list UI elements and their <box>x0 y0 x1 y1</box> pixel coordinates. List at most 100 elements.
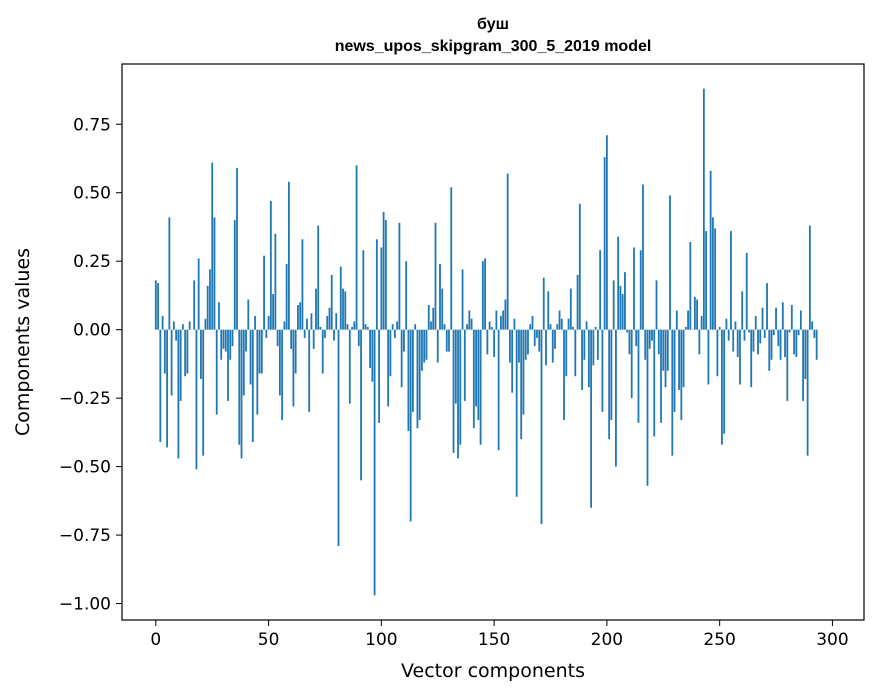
bar-221 <box>653 329 656 437</box>
bar-116 <box>416 329 419 429</box>
bar-201 <box>608 329 611 440</box>
bar-271 <box>766 283 768 330</box>
bar-106 <box>393 329 396 338</box>
bar-243 <box>702 88 705 330</box>
bar-158 <box>511 329 514 393</box>
y-axis-label: Components values <box>12 248 34 436</box>
bar-85 <box>346 324 349 330</box>
title-group: буш news_upos_skipgram_300_5_2019 model <box>335 16 652 55</box>
bar-150 <box>493 329 496 358</box>
bar-57 <box>283 321 286 330</box>
bar-276 <box>777 329 780 347</box>
bar-37 <box>238 329 241 445</box>
bar-292 <box>813 329 816 338</box>
bar-80 <box>335 313 338 330</box>
bar-134 <box>457 329 459 459</box>
y-tick-label: 0.75 <box>73 115 111 135</box>
bar-77 <box>328 307 331 330</box>
bar-232 <box>678 329 680 390</box>
bar-155 <box>504 299 507 330</box>
bar-119 <box>423 329 426 363</box>
bar-97 <box>373 329 376 596</box>
x-tick-label: 50 <box>258 630 280 650</box>
bar-22 <box>204 318 207 330</box>
bar-65 <box>301 239 304 330</box>
bar-125 <box>436 329 439 363</box>
bar-242 <box>700 315 703 330</box>
bar-287 <box>802 329 804 401</box>
bar-67 <box>306 318 308 330</box>
bar-247 <box>711 217 714 330</box>
bar-56 <box>281 329 284 421</box>
bar-286 <box>799 310 802 330</box>
bar-62 <box>294 329 297 374</box>
bar-92 <box>362 250 365 330</box>
bar-47 <box>260 329 263 374</box>
bar-142 <box>475 329 477 407</box>
bar-172 <box>542 277 545 330</box>
bar-163 <box>522 329 525 415</box>
bar-168 <box>533 329 536 347</box>
bar-257 <box>734 321 737 330</box>
bar-53 <box>274 233 277 330</box>
bar-112 <box>407 329 410 432</box>
bar-285 <box>797 329 800 336</box>
bar-171 <box>540 329 543 525</box>
bar-226 <box>664 329 667 388</box>
bar-235 <box>684 326 687 330</box>
bar-69 <box>310 313 313 330</box>
bar-27 <box>215 329 218 415</box>
bar-240 <box>696 299 698 330</box>
bar-217 <box>644 329 647 360</box>
bar-166 <box>529 324 532 330</box>
bar-151 <box>495 310 498 330</box>
bar-170 <box>538 329 541 352</box>
x-tick-label: 0 <box>150 630 161 650</box>
bar-83 <box>342 288 344 330</box>
bar-176 <box>551 329 554 363</box>
y-tick-label: 0.00 <box>73 321 111 341</box>
bar-195 <box>594 326 597 330</box>
y-axis: −1.00 −0.75 −0.50 −0.25 0.00 0.25 0.50 0.75 <box>59 115 122 615</box>
bar-275 <box>775 307 777 330</box>
bar-109 <box>400 329 403 388</box>
bar-288 <box>804 329 807 379</box>
bar-122 <box>430 321 432 330</box>
bar-38 <box>240 329 243 459</box>
bar-213 <box>635 329 638 347</box>
bar-102 <box>384 220 387 330</box>
x-axis-label: Vector components <box>401 660 585 682</box>
bar-200 <box>605 135 608 330</box>
x-tick-label: 200 <box>591 630 623 650</box>
bar-157 <box>509 329 511 363</box>
bar-216 <box>642 184 644 330</box>
bar-26 <box>213 217 216 330</box>
bar-46 <box>258 329 261 374</box>
bar-293 <box>815 329 818 360</box>
bar-73 <box>319 326 322 330</box>
bar-236 <box>687 310 689 330</box>
bar-191 <box>585 321 588 330</box>
bar-21 <box>202 329 205 456</box>
bar-71 <box>315 288 317 330</box>
bar-160 <box>515 329 518 497</box>
bar-220 <box>651 329 653 341</box>
bar-229 <box>671 329 674 456</box>
bar-234 <box>682 329 685 388</box>
bar-289 <box>806 329 809 456</box>
bar-281 <box>788 329 791 333</box>
bar-58 <box>285 263 288 330</box>
bar-190 <box>583 329 586 360</box>
bar-59 <box>287 181 290 330</box>
bar-282 <box>790 305 793 330</box>
bar-272 <box>768 329 771 371</box>
bar-5 <box>166 329 168 448</box>
bar-60 <box>290 329 293 349</box>
bar-7 <box>170 329 173 396</box>
bar-0 <box>154 280 157 330</box>
bar-148 <box>488 321 491 330</box>
bar-6 <box>168 217 171 330</box>
bar-169 <box>536 329 538 338</box>
bar-237 <box>689 242 692 330</box>
